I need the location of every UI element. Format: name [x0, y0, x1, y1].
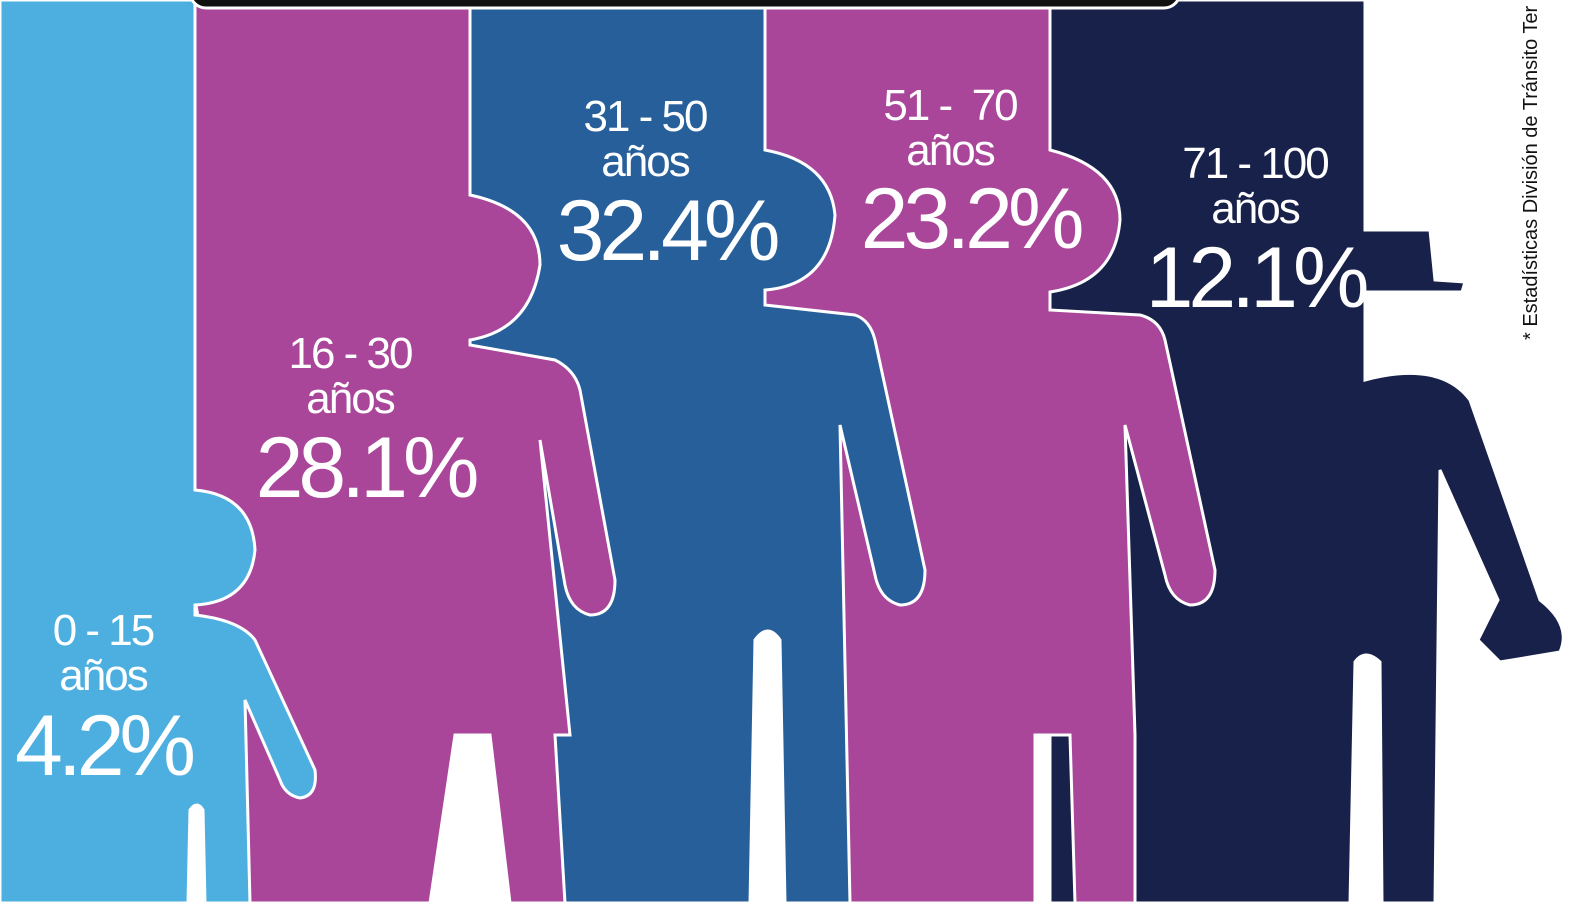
age-share: 28.1% — [256, 420, 477, 516]
age-unit: años — [306, 374, 394, 423]
age-range: 31 - 50 — [584, 92, 708, 141]
page: 0 - 15 años 4.2% 16 - 30 años 28.1% 31 -… — [0, 0, 1572, 903]
age-unit: años — [601, 137, 689, 186]
age-unit: años — [59, 651, 147, 700]
age-range: 71 - 100 — [1182, 139, 1328, 188]
source-note: * Estadísticas División de Tránsito Ter — [1520, 5, 1542, 340]
infographic: 0 - 15 años 4.2% 16 - 30 años 28.1% 31 -… — [0, 0, 1572, 903]
age-share: 12.1% — [1146, 230, 1367, 326]
title-box — [190, 0, 1180, 8]
age-range: 51 - 70 — [883, 81, 1017, 130]
age-unit: años — [906, 126, 994, 175]
age-range: 0 - 15 — [53, 606, 154, 655]
age-range: 16 - 30 — [289, 329, 413, 378]
age-share: 4.2% — [15, 698, 194, 794]
age-share: 23.2% — [861, 171, 1082, 267]
age-unit: años — [1211, 184, 1299, 233]
age-share: 32.4% — [557, 183, 778, 279]
